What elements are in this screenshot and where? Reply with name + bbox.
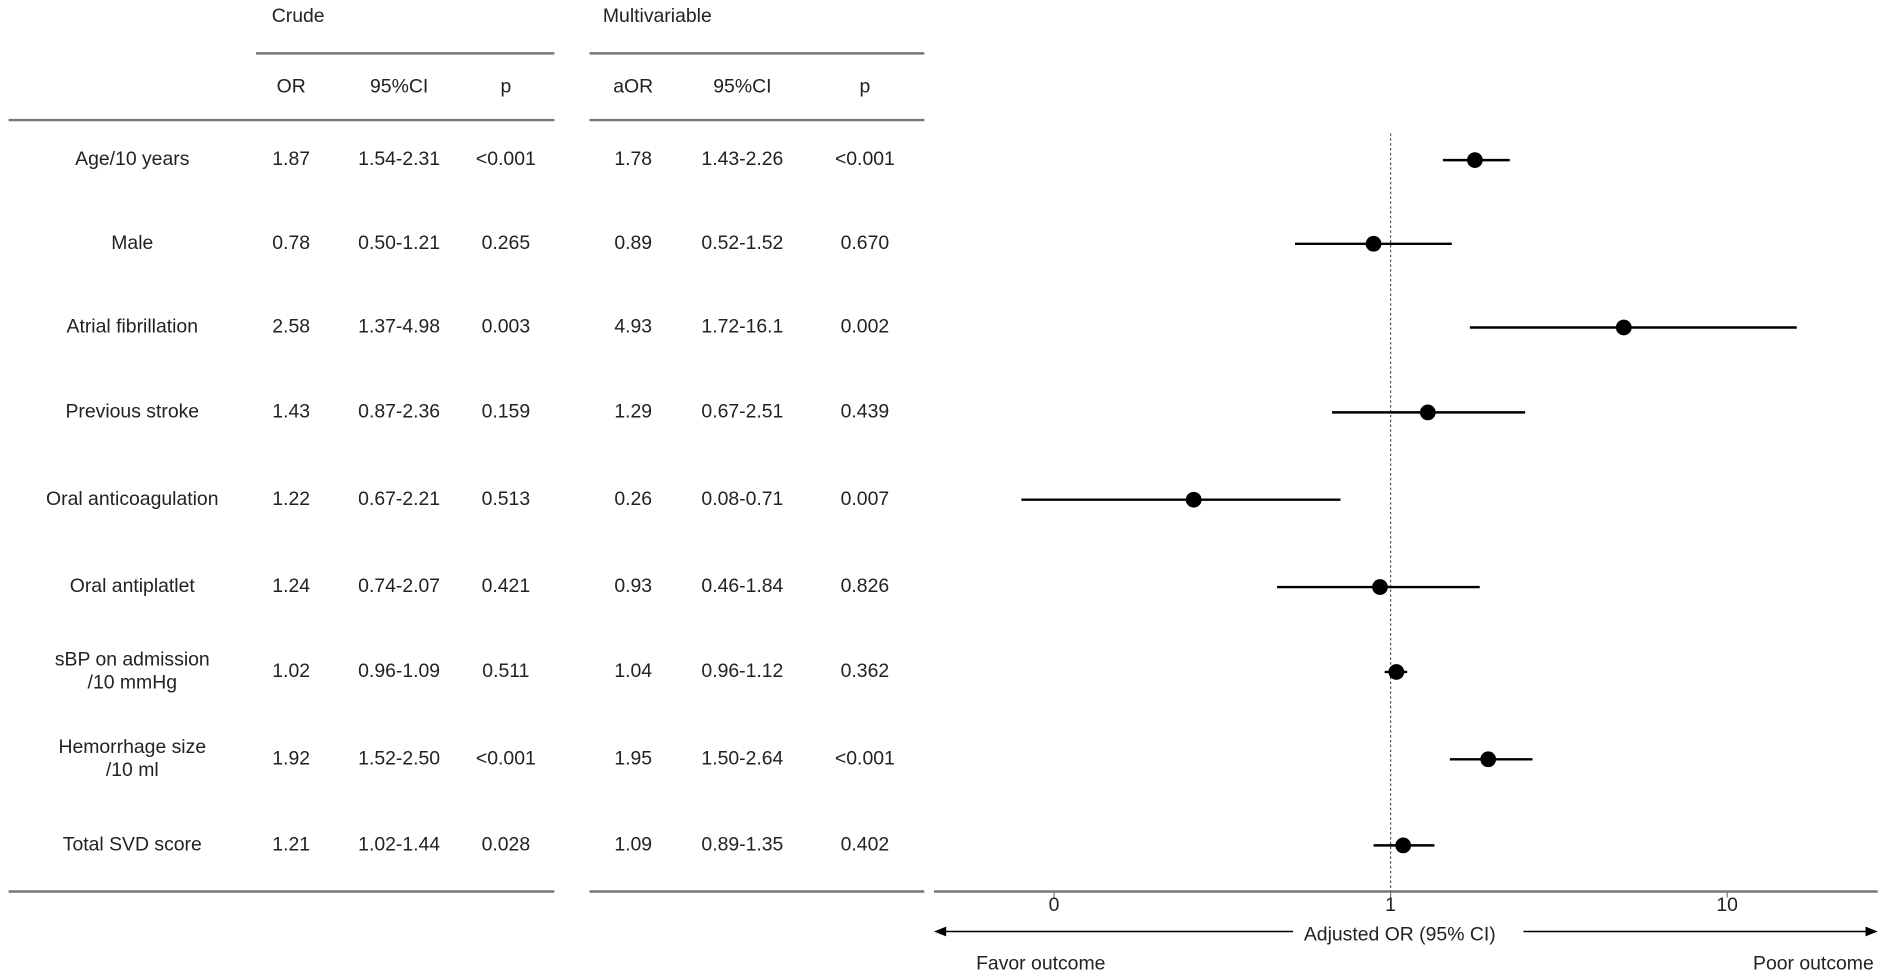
cell: 1.21 (272, 834, 310, 856)
cell: 0.78 (272, 232, 310, 254)
cell: 0.74-2.07 (358, 575, 440, 597)
arrow-head (1865, 926, 1878, 937)
cell: 0.46-1.84 (701, 575, 783, 597)
cell: 0.362 (841, 660, 890, 682)
x-tick-label: 0 (1049, 894, 1060, 916)
cell: <0.001 (476, 148, 536, 170)
cell: 1.87 (272, 148, 310, 170)
group-header: Crude (272, 5, 325, 27)
cell: 1.02-1.44 (358, 834, 440, 856)
x-tick-label: 10 (1716, 894, 1738, 916)
column-header: 95%CI (370, 75, 428, 97)
row-label: Total SVD score (63, 834, 202, 856)
cell: 0.08-0.71 (701, 488, 783, 510)
cell: 4.93 (614, 316, 652, 338)
cell: 0.513 (482, 488, 531, 510)
cell: <0.001 (476, 747, 536, 769)
point-estimate (1365, 235, 1382, 252)
point-estimate (1480, 751, 1497, 768)
cell: 1.50-2.64 (701, 747, 783, 769)
cell: 1.78 (614, 148, 652, 170)
cell: 0.439 (841, 401, 890, 423)
row-label: Previous stroke (65, 401, 199, 423)
cell: 0.002 (841, 316, 890, 338)
cell: 1.92 (272, 747, 310, 769)
x-tick-label: 1 (1385, 894, 1396, 916)
cell: 1.54-2.31 (358, 148, 440, 170)
row-label: /10 mmHg (88, 672, 177, 694)
row-label: Age/10 years (75, 148, 189, 170)
cell: 0.96-1.09 (358, 660, 440, 682)
cell: 0.511 (482, 660, 529, 682)
column-header: aOR (613, 75, 653, 97)
cell: 0.265 (482, 232, 531, 254)
column-header: 95%CI (713, 75, 771, 97)
row-label: /10 ml (106, 759, 159, 781)
cell: 0.67-2.51 (701, 401, 783, 423)
cell: 1.72-16.1 (701, 316, 783, 338)
cell: 0.26 (614, 488, 652, 510)
row-label: sBP on admission (55, 649, 210, 671)
cell: 0.67-2.21 (358, 488, 440, 510)
arrow-head (934, 926, 947, 937)
left-label: Favor outcome (976, 952, 1105, 974)
cell: 0.87-2.36 (358, 401, 440, 423)
cell: 1.24 (272, 575, 310, 597)
cell: <0.001 (835, 148, 895, 170)
cell: 0.826 (841, 575, 890, 597)
cell: 0.96-1.12 (701, 660, 783, 682)
row-label: Hemorrhage size (58, 736, 206, 758)
point-estimate (1372, 579, 1388, 595)
point-estimate (1466, 152, 1483, 168)
point-estimate (1419, 404, 1436, 421)
cell: 1.22 (272, 488, 310, 510)
cell: 0.159 (482, 401, 531, 423)
column-header: p (859, 75, 870, 97)
group-header: Multivariable (603, 5, 712, 27)
cell: 1.43 (272, 401, 310, 423)
cell: 0.50-1.21 (358, 232, 440, 254)
cell: 0.670 (841, 232, 890, 254)
cell: 1.43-2.26 (701, 148, 783, 170)
column-header: p (500, 75, 511, 97)
point-estimate (1388, 664, 1405, 680)
point-estimate (1185, 491, 1202, 508)
cell: 0.89 (614, 232, 652, 254)
column-header: OR (277, 75, 306, 97)
point-estimate (1395, 837, 1412, 854)
cell: 2.58 (272, 316, 310, 338)
cell: 0.52-1.52 (701, 232, 783, 254)
row-label: Male (111, 232, 153, 254)
cell: 0.028 (482, 834, 531, 856)
cell: 0.007 (841, 488, 890, 510)
cell: 1.02 (272, 660, 310, 682)
cell: 1.04 (614, 660, 652, 682)
cell: 1.37-4.98 (358, 316, 440, 338)
cell: 1.29 (614, 401, 652, 423)
row-label: Oral anticoagulation (46, 488, 218, 510)
cell: 0.003 (482, 316, 531, 338)
point-estimate (1615, 319, 1632, 336)
cell: 0.89-1.35 (701, 834, 783, 856)
row-label: Oral antiplatlet (70, 575, 196, 597)
cell: 1.95 (614, 747, 652, 769)
cell: 1.09 (614, 834, 652, 856)
cell: 0.93 (614, 575, 652, 597)
right-label: Poor outcome (1753, 952, 1874, 974)
cell: <0.001 (835, 747, 895, 769)
row-label: Atrial fibrillation (67, 316, 198, 338)
cell: 0.421 (482, 575, 531, 597)
x-axis-label: Adjusted OR (95% CI) (1304, 923, 1496, 945)
cell: 0.402 (841, 834, 890, 856)
cell: 1.52-2.50 (358, 747, 440, 769)
